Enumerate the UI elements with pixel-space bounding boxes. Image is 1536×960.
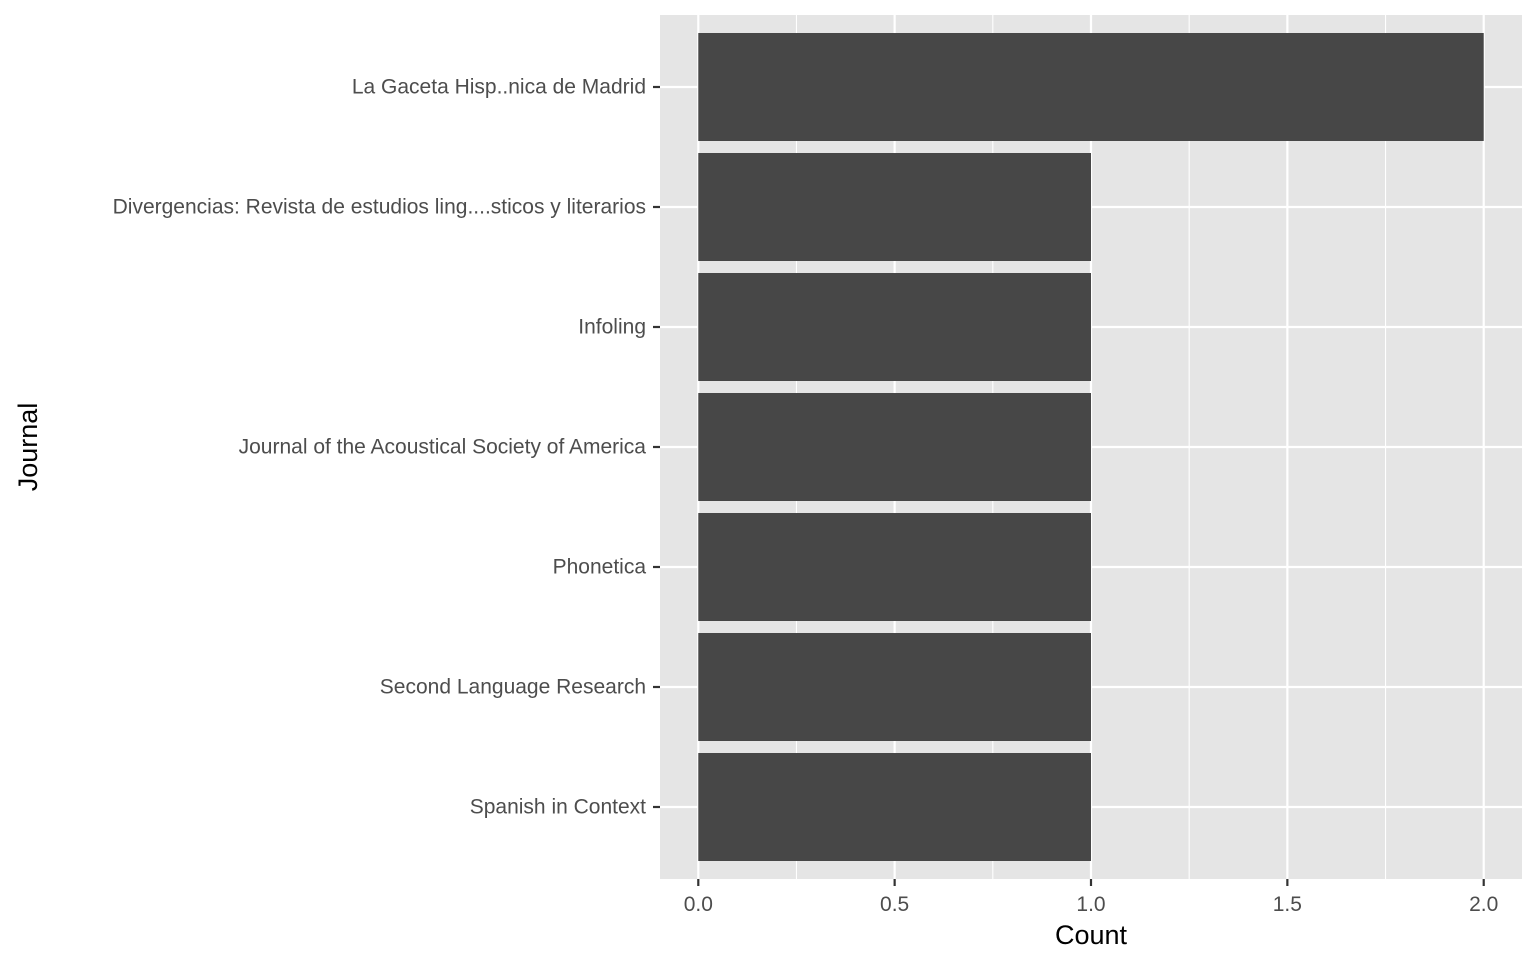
bar xyxy=(698,513,1091,621)
x-tick-label: 0.0 xyxy=(684,893,713,916)
x-tick-label: 1.5 xyxy=(1273,893,1302,916)
x-tick-label: 2.0 xyxy=(1469,893,1498,916)
y-tick-label: La Gaceta Hisp..nica de Madrid xyxy=(352,76,646,99)
x-tick-label: 0.5 xyxy=(880,893,909,916)
y-tick-label: Infoling xyxy=(578,316,646,339)
bars xyxy=(698,33,1484,861)
bar xyxy=(698,393,1091,501)
x-axis: 0.0 0.5 1.0 1.5 2.0 xyxy=(684,879,1498,916)
bar xyxy=(698,33,1484,141)
y-tick-label: Spanish in Context xyxy=(470,796,646,819)
y-tick-label: Phonetica xyxy=(553,556,647,579)
bar xyxy=(698,753,1091,861)
y-axis: La Gaceta Hisp..nica de Madrid Divergenci… xyxy=(113,76,660,819)
y-axis-title: Journal xyxy=(13,403,43,492)
bar xyxy=(698,633,1091,741)
bar xyxy=(698,273,1091,381)
y-tick-label: Second Language Research xyxy=(380,676,646,699)
x-axis-title: Count xyxy=(1055,920,1128,950)
x-tick-label: 1.0 xyxy=(1076,893,1105,916)
bar xyxy=(698,153,1091,261)
y-tick-label: Divergencias: Revista de estudios ling..… xyxy=(113,196,646,219)
y-tick-label: Journal of the Acoustical Society of Ame… xyxy=(239,436,647,459)
